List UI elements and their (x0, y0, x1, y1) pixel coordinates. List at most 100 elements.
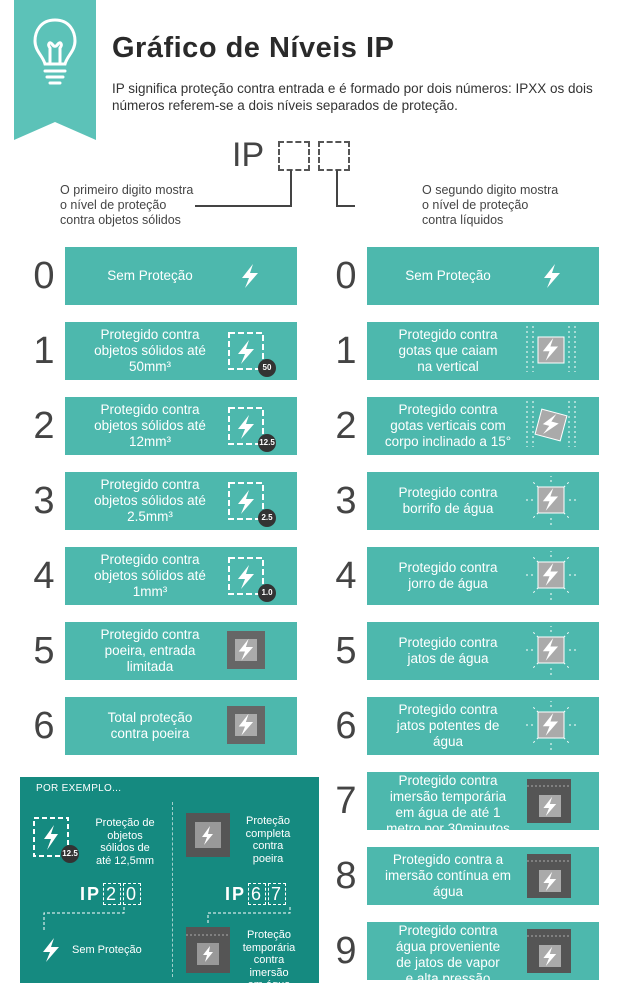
liquid-level-label: Protegido contra gotas que caiam na vertic… (398, 327, 498, 374)
dust-box-icon (33, 817, 69, 857)
liquid-level-card: Protegido contra jatos de água (367, 622, 599, 680)
liquid-level-label: Protegido contra água proveniente de jatos… (395, 923, 501, 986)
example-a-text: Proteção de objetos sólidos de até 12,5mm (95, 817, 155, 867)
liquid-level-number: 5 (335, 630, 357, 672)
immersion-icon (186, 927, 230, 973)
lightning-bolt-icon (542, 337, 559, 361)
solid-level-label: Protegido contra poeira, entrada limitada (100, 627, 200, 674)
liquid-level-number: 4 (335, 555, 357, 597)
lightbulb-icon (33, 18, 77, 85)
lightning-bolt-icon (238, 415, 254, 439)
liquid-level-number: 9 (335, 930, 357, 972)
example-divider (172, 802, 173, 977)
solid-level-card: Protegido contra objetos sólidos até 1mm³ 1… (65, 547, 297, 605)
lightning-bolt-icon (542, 413, 559, 435)
liquid-level-icon (523, 326, 579, 381)
liquid-level-icon (527, 854, 571, 903)
liquid-level-number: 0 (335, 255, 357, 297)
size-badge: 2.5 (258, 509, 276, 527)
solid-level-number: 6 (33, 705, 55, 747)
lightning-bolt-icon (542, 487, 559, 511)
liquid-level-label: Protegido contra jorro de água (398, 560, 498, 591)
solid-level-card: Total proteção contra poeira (65, 697, 297, 755)
liquid-level-icon (523, 622, 579, 681)
lightning-bolt-icon (238, 340, 254, 364)
size-badge: 1.0 (258, 584, 276, 602)
lightning-bolt-icon (542, 712, 559, 736)
liquid-level-label: Protegido contra imersão temporária em águ… (386, 773, 510, 836)
solid-level-label: Protegido contra objetos sólidos até 50mm³ (94, 327, 206, 374)
solid-level-card: Protegido contra objetos sólidos até 12mm³… (65, 397, 297, 455)
solid-level-label: Protegido contra objetos sólidos até 1mm³ (94, 552, 206, 599)
solid-level-card: Sem Proteção (65, 247, 297, 305)
first-digit-explanation: O primeiro digito mostra o nível de prote… (60, 183, 194, 227)
connector-lines (195, 170, 355, 207)
liquid-level-card: Protegido contra imersão temporária em águ… (367, 772, 599, 836)
solid-level-icon (227, 556, 267, 601)
lightning-bolt-icon (238, 638, 254, 661)
solid-level-label: Sem Proteção (107, 268, 193, 283)
lightning-bolt-icon (542, 637, 559, 661)
liquid-level-number: 1 (335, 330, 357, 372)
liquid-level-icon (523, 401, 579, 456)
page-subtitle: IP significa proteção contra entrada e é… (112, 81, 593, 113)
first-digit-box (278, 141, 310, 171)
liquid-level-icon (523, 472, 579, 531)
solid-level-card: Protegido contra objetos sólidos até 2.5mm… (65, 472, 297, 530)
liquid-level-card: Protegido contra jatos potentes de água (367, 697, 599, 755)
solid-level-card: Protegido contra objetos sólidos até 50mm³… (65, 322, 297, 380)
solid-level-label: Total proteção contra poeira (107, 710, 193, 741)
dashed-box-icon (228, 482, 264, 520)
liquid-level-icon (527, 929, 571, 978)
liquid-level-icon (523, 547, 579, 606)
liquid-level-label: Protegido contra a imersão contínua em águ… (384, 852, 512, 899)
solid-level-card: Protegido contra poeira, entrada limitada (65, 622, 297, 680)
solid-level-number: 4 (33, 555, 55, 597)
liquid-level-label: Protegido contra jatos potentes de água (396, 702, 500, 749)
solid-level-icon (227, 706, 265, 749)
lightning-bolt-icon (238, 713, 254, 736)
liquid-level-icon (527, 779, 571, 828)
lightning-bolt-icon (544, 264, 560, 288)
ip-code-prefix: IP (232, 136, 265, 174)
size-badge: 50 (258, 359, 276, 377)
example-title: POR EXEMPLO... (36, 783, 122, 794)
banner-tail (14, 122, 96, 140)
liquid-level-number: 8 (335, 855, 357, 897)
solid-level-number: 3 (33, 480, 55, 522)
dust-protection-icon (186, 813, 230, 857)
lightning-bolt-icon (542, 562, 559, 586)
dashed-box-icon (228, 407, 264, 445)
solid-level-icon (227, 406, 267, 451)
banner (14, 0, 96, 140)
lightning-bolt-icon (543, 946, 557, 966)
lightning-bolt-icon (543, 871, 557, 891)
liquid-level-number: 6 (335, 705, 357, 747)
liquid-level-label: Sem Proteção (405, 268, 491, 283)
liquid-level-icon (539, 262, 563, 295)
second-digit-box (318, 141, 350, 171)
dashed-box-icon (228, 332, 264, 370)
example-a-connector (43, 907, 125, 931)
solid-level-icon (227, 631, 265, 674)
size-badge: 12.5 (258, 434, 276, 452)
example-box: POR EXEMPLO... 12.5 Proteção de objetos só… (20, 777, 319, 991)
example-a-code: IP 2 0 (80, 883, 142, 905)
liquid-level-number: 3 (335, 480, 357, 522)
lightning-bolt-icon (242, 264, 258, 288)
solid-level-number: 5 (33, 630, 55, 672)
solid-level-label: Protegido contra objetos sólidos até 12mm³ (94, 402, 206, 449)
solid-level-icon (227, 331, 267, 376)
solid-level-icon (237, 262, 261, 295)
solid-level-number: 1 (33, 330, 55, 372)
example-b-code: IP 6 7 (225, 883, 287, 905)
lightning-bolt-icon (238, 490, 254, 514)
solid-level-icon (227, 481, 267, 526)
lightning-bolt-icon (238, 565, 254, 589)
liquid-level-icon (523, 697, 579, 756)
page-title: Gráfico de Níveis IP (112, 32, 395, 64)
solid-level-label: Protegido contra objetos sólidos até 2.5mm… (94, 477, 206, 524)
liquid-level-number: 2 (335, 405, 357, 447)
lightning-bolt-icon (543, 796, 557, 816)
liquid-level-card: Protegido contra jorro de água (367, 547, 599, 605)
